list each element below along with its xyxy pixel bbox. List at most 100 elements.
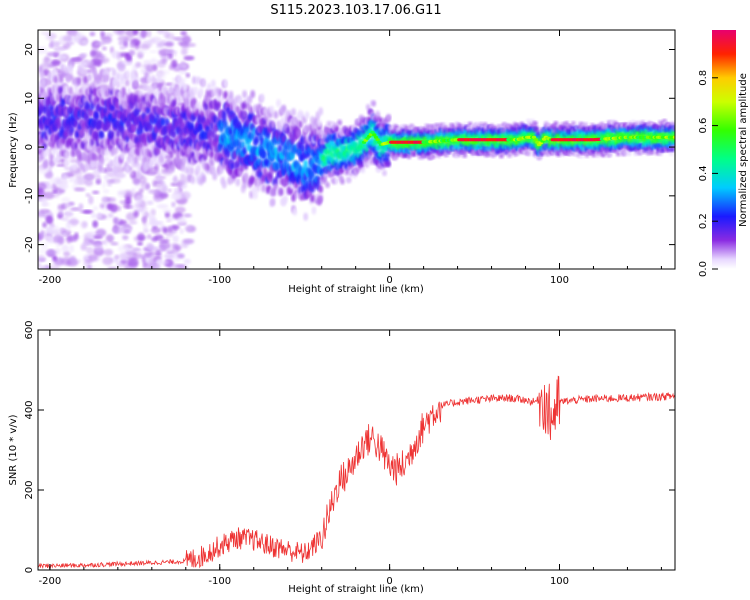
heatmap-noise-cell <box>158 260 170 265</box>
heatmap-noise-cell <box>107 266 118 269</box>
heatmap-cell <box>223 79 228 88</box>
heatmap-cell <box>337 119 343 126</box>
heatmap-cell <box>382 170 387 177</box>
heatmap-cell <box>240 140 246 149</box>
heatmap-noise-cell <box>84 179 94 187</box>
heatmap-noise-cell <box>135 61 142 68</box>
heatmap-noise-cell <box>93 242 103 252</box>
heatmap-noise-cell <box>74 169 83 179</box>
heatmap-cell <box>198 122 204 131</box>
heatmap-xlabel: Height of straight line (km) <box>288 284 424 295</box>
heatmap-cell <box>104 73 110 83</box>
heatmap-noise-cell <box>125 53 131 62</box>
heatmap-noise-cell <box>162 185 167 194</box>
heatmap-noise-cell <box>133 210 139 218</box>
heatmap-cell <box>564 121 569 126</box>
heatmap-noise-cell <box>131 187 136 194</box>
snr-series-line <box>38 375 675 569</box>
snr-ylabel: SNR (10 * v/v) <box>8 414 19 485</box>
heatmap-cell <box>95 76 101 85</box>
heatmap-cell <box>318 185 324 194</box>
heatmap-cell <box>43 159 49 168</box>
heatmap-cell <box>316 119 322 128</box>
heatmap-noise-cell <box>38 46 48 55</box>
heatmap-cell <box>171 130 177 139</box>
heatmap-noise-cell <box>145 64 155 73</box>
heatmap-noise-cell <box>64 203 72 207</box>
heatmap-cell <box>181 164 186 173</box>
heatmap-noise-cell <box>159 235 164 244</box>
heatmap-cell <box>79 128 84 137</box>
heatmap-noise-cell <box>180 30 187 36</box>
heatmap-cell <box>242 146 248 155</box>
heatmap-cell <box>269 105 275 114</box>
heatmap-cell <box>64 84 69 94</box>
heatmap-noise-cell <box>142 195 148 201</box>
heatmap-noise-cell <box>117 35 129 42</box>
heatmap-noise-cell <box>51 58 61 67</box>
heatmap-noise-cell <box>54 233 63 243</box>
y-tick-label: 10 <box>24 92 35 105</box>
heatmap-noise-cell <box>141 216 147 222</box>
heatmap-noise-cell <box>133 235 144 242</box>
heatmap-noise-cell <box>184 224 192 231</box>
heatmap-noise-cell <box>130 40 135 49</box>
heatmap-cell <box>104 89 110 98</box>
heatmap-cell <box>291 108 296 117</box>
heatmap-noise-cell <box>164 41 174 47</box>
heatmap-noise-cell <box>171 235 179 241</box>
x-tick-label: -100 <box>208 275 231 286</box>
heatmap-noise-cell <box>61 217 70 221</box>
heatmap-cell <box>64 150 69 159</box>
heatmap-noise-cell <box>140 255 145 259</box>
y-tick-label: -20 <box>24 236 35 252</box>
heatmap-cell <box>185 96 190 105</box>
heatmap-noise-cell <box>69 255 77 263</box>
heatmap-cell <box>49 153 54 162</box>
heatmap-noise-cell <box>78 203 84 211</box>
heatmap-noise-cell <box>90 50 97 57</box>
heatmap-cell <box>435 123 440 129</box>
heatmap-cell <box>168 85 174 94</box>
heatmap-cell <box>119 73 125 82</box>
heatmap-noise-cell <box>177 253 185 259</box>
heatmap-cell <box>670 121 675 127</box>
heatmap-noise-cell <box>71 57 83 64</box>
heatmap-cell <box>60 63 65 72</box>
heatmap-noise-cell <box>183 55 195 61</box>
heatmap-cell <box>172 175 178 184</box>
heatmap-noise-cell <box>170 193 182 201</box>
heatmap-cell <box>297 120 303 129</box>
heatmap-noise-cell <box>125 196 132 205</box>
heatmap-cell <box>53 75 59 84</box>
heatmap-cell <box>110 130 116 139</box>
heatmap-ridge-cell <box>533 138 538 142</box>
heatmap-cell <box>189 121 195 131</box>
heatmap-noise-cell <box>56 163 65 167</box>
heatmap-cell <box>170 164 175 173</box>
heatmap-noise-cell <box>40 62 51 69</box>
heatmap-cell <box>196 100 201 110</box>
heatmap-noise-cell <box>124 79 130 87</box>
heatmap-noise-cell <box>125 30 137 37</box>
heatmap-cell <box>204 103 209 112</box>
heatmap-noise-cell <box>51 183 58 192</box>
heatmap-cell <box>121 86 126 95</box>
heatmap-cell <box>147 75 152 84</box>
heatmap-noise-cell <box>166 248 172 252</box>
heatmap-cell <box>210 79 216 88</box>
heatmap-cell <box>45 148 50 157</box>
heatmap-cell <box>571 121 576 126</box>
heatmap-noise-cell <box>122 235 129 241</box>
heatmap-noise-cell <box>113 30 125 35</box>
heatmap-cell <box>91 152 97 161</box>
heatmap-noise-cell <box>127 257 139 267</box>
heatmap-cell <box>69 125 75 134</box>
heatmap-cell <box>209 158 215 168</box>
heatmap-cell <box>193 86 199 95</box>
heatmap-noise-cell <box>171 243 179 248</box>
heatmap-ridge-cell <box>535 140 540 144</box>
heatmap-cell <box>242 110 248 119</box>
heatmap-noise-cell <box>177 216 187 225</box>
